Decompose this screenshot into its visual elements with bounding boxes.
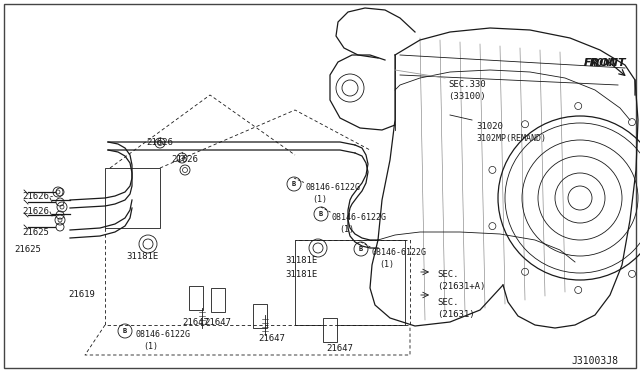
Text: 21647: 21647 bbox=[182, 318, 209, 327]
Bar bbox=[323, 318, 337, 342]
Text: (33100): (33100) bbox=[448, 92, 486, 101]
Text: 31181E: 31181E bbox=[285, 256, 317, 265]
Text: 21647: 21647 bbox=[326, 344, 353, 353]
Text: B: B bbox=[319, 211, 323, 217]
Circle shape bbox=[575, 286, 582, 294]
Circle shape bbox=[489, 222, 496, 230]
Text: (1): (1) bbox=[312, 195, 327, 204]
Text: 08146-6122G: 08146-6122G bbox=[305, 183, 360, 192]
Text: 31020: 31020 bbox=[476, 122, 503, 131]
Text: FRONT: FRONT bbox=[584, 58, 618, 68]
Text: SEC.330: SEC.330 bbox=[448, 80, 486, 89]
Text: 31181E: 31181E bbox=[285, 270, 317, 279]
Text: (1): (1) bbox=[143, 342, 158, 351]
Text: SEC.: SEC. bbox=[437, 298, 458, 307]
Text: 21647: 21647 bbox=[259, 334, 285, 343]
Text: 08146-6122G: 08146-6122G bbox=[332, 213, 387, 222]
Text: 21625: 21625 bbox=[22, 228, 49, 237]
Text: B: B bbox=[123, 328, 127, 334]
Text: 21626: 21626 bbox=[172, 155, 198, 164]
Text: 21647: 21647 bbox=[205, 318, 232, 327]
Text: 21626: 21626 bbox=[22, 207, 49, 216]
Bar bbox=[253, 304, 267, 328]
Bar bbox=[189, 286, 203, 310]
Circle shape bbox=[628, 119, 636, 126]
Bar bbox=[105, 168, 160, 228]
Circle shape bbox=[489, 166, 496, 173]
Text: B: B bbox=[292, 181, 296, 187]
Text: 08146-6122G: 08146-6122G bbox=[372, 248, 427, 257]
Text: J31003J8: J31003J8 bbox=[571, 356, 618, 366]
Circle shape bbox=[522, 121, 529, 128]
Text: (21631+A): (21631+A) bbox=[437, 282, 485, 291]
Circle shape bbox=[522, 268, 529, 275]
Bar bbox=[295, 240, 405, 325]
Text: 3102MP(REMAND): 3102MP(REMAND) bbox=[476, 134, 546, 143]
Text: B: B bbox=[359, 246, 363, 252]
Text: FRONT: FRONT bbox=[584, 58, 627, 68]
Text: 08146-6122G: 08146-6122G bbox=[136, 330, 191, 339]
Text: 21619: 21619 bbox=[68, 290, 95, 299]
Text: (1): (1) bbox=[379, 260, 394, 269]
Text: 31181E: 31181E bbox=[126, 252, 158, 261]
Text: 21625: 21625 bbox=[14, 245, 41, 254]
Text: (21631): (21631) bbox=[437, 310, 475, 319]
Text: 21626-: 21626- bbox=[22, 192, 54, 201]
Circle shape bbox=[628, 270, 636, 278]
Bar bbox=[211, 288, 225, 312]
Text: (1): (1) bbox=[339, 225, 354, 234]
Text: SEC.: SEC. bbox=[437, 270, 458, 279]
Text: 21626: 21626 bbox=[147, 138, 173, 147]
Circle shape bbox=[575, 103, 582, 109]
